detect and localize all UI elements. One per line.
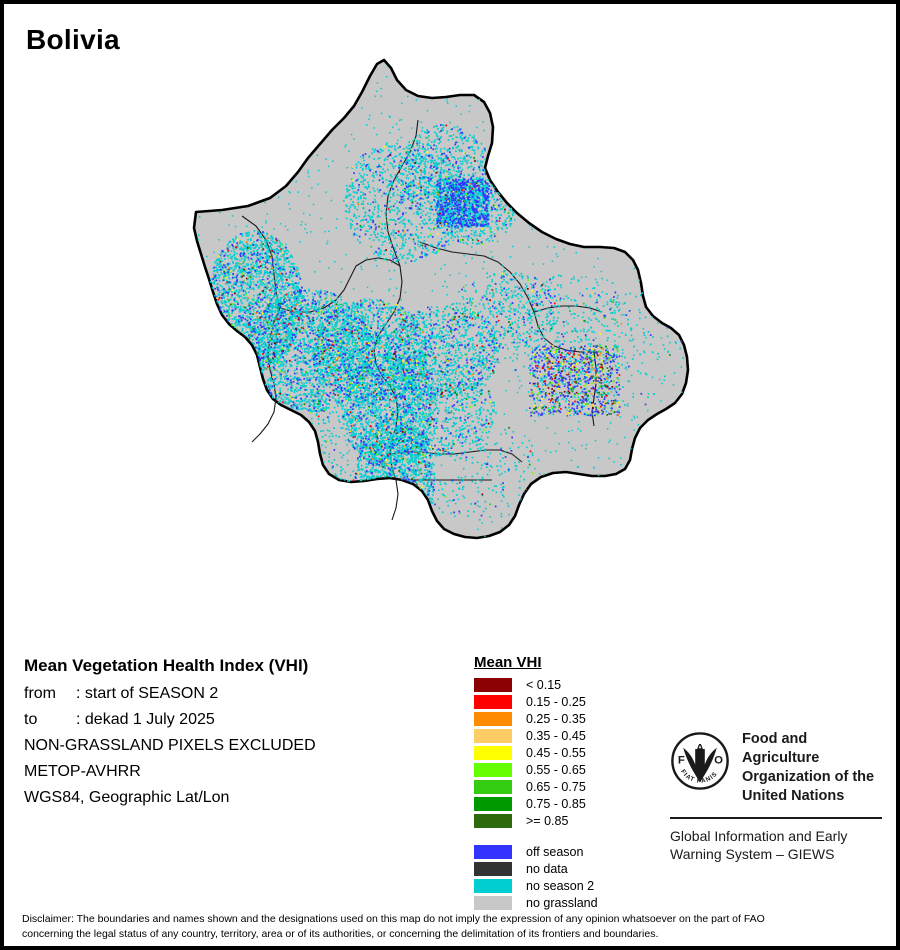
legend-special-row[interactable]: no season 2 [474, 878, 644, 894]
legend-special-label: no data [526, 862, 568, 876]
disclaimer: Disclaimer: The boundaries and names sho… [22, 912, 882, 942]
legend: Mean VHI < 0.15 0.15 - 0.25 0.25 - 0.35 0.3… [474, 654, 644, 912]
giews-system-name: Global Information and Early Warning Sys… [670, 827, 886, 865]
legend-class-row[interactable]: >= 0.85 [474, 813, 644, 829]
legend-class-swatch [474, 780, 512, 794]
info-title: Mean Vegetation Health Index (VHI) [24, 656, 309, 675]
legend-special-list: off season no data no season 2 no grassland [474, 844, 644, 911]
legend-class-swatch [474, 695, 512, 709]
pixels-vhi-classes [211, 124, 671, 506]
legend-special-swatch [474, 879, 512, 893]
page-title: Bolivia [26, 24, 120, 55]
legend-class-list: < 0.15 0.15 - 0.25 0.25 - 0.35 0.35 - 0.45 0… [474, 677, 644, 829]
disclaimer-line-2: concerning the legal status of any count… [22, 927, 659, 940]
info-row-to: to : dekad 1 July 2025 [24, 711, 454, 729]
vhi-pixel-layer [197, 65, 684, 538]
legend-class-swatch [474, 729, 512, 743]
giews-line-1: Global Information and Early [670, 827, 848, 844]
fao-name-line-1: Food and Agriculture [742, 731, 820, 767]
legend-class-swatch [474, 678, 512, 692]
pixels-off-season [212, 124, 682, 517]
legend-class-label: 0.35 - 0.45 [526, 729, 586, 743]
legend-spacer [474, 830, 644, 844]
legend-special-swatch [474, 862, 512, 876]
legend-special-label: off season [526, 845, 584, 859]
info-to-key: to [24, 711, 38, 728]
disclaimer-line-1: Disclaimer: The boundaries and names sho… [22, 913, 765, 925]
map-canvas[interactable] [144, 50, 784, 630]
legend-class-label: 0.65 - 0.75 [526, 780, 586, 794]
national-boundary [192, 58, 690, 540]
legend-class-label: 0.25 - 0.35 [526, 712, 586, 726]
legend-special-label: no grassland [526, 896, 598, 910]
fao-name-line-2: Organization of the [742, 769, 875, 786]
legend-class-swatch [474, 814, 512, 828]
legend-special-row[interactable]: no grassland [474, 895, 644, 911]
bolivia-map-svg [192, 58, 690, 540]
legend-class-row[interactable]: 0.75 - 0.85 [474, 796, 644, 812]
legend-class-swatch [474, 797, 512, 811]
fao-organization-name: Food and Agriculture Organization of the… [742, 730, 886, 807]
legend-class-label: 0.45 - 0.55 [526, 746, 586, 760]
fao-header: A F O FIAT PANIS Food and Agriculture Or… [670, 730, 886, 807]
giews-line-2: Warning System – GIEWS [670, 846, 835, 863]
legend-class-label: 0.15 - 0.25 [526, 695, 586, 709]
legend-class-row[interactable]: 0.15 - 0.25 [474, 694, 644, 710]
legend-class-swatch [474, 712, 512, 726]
legend-class-label: < 0.15 [526, 678, 562, 692]
legend-special-row[interactable]: no data [474, 861, 644, 877]
legend-special-row[interactable]: off season [474, 844, 644, 860]
legend-class-row[interactable]: 0.45 - 0.55 [474, 745, 644, 761]
legend-class-label: 0.55 - 0.65 [526, 763, 586, 777]
legend-class-row[interactable]: 0.35 - 0.45 [474, 728, 644, 744]
legend-class-row[interactable]: 0.55 - 0.65 [474, 762, 644, 778]
info-sensor: METOP-AVHRR [24, 763, 141, 780]
legend-class-swatch [474, 763, 512, 777]
fao-divider [670, 816, 882, 819]
legend-special-swatch [474, 896, 512, 910]
fao-logo-icon: A F O FIAT PANIS [671, 732, 729, 790]
legend-class-row[interactable]: < 0.15 [474, 677, 644, 693]
info-projection: WGS84, Geographic Lat/Lon [24, 789, 230, 806]
fao-name-line-3: United Nations [742, 788, 845, 805]
legend-special-swatch [474, 845, 512, 859]
info-from-value: : start of SEASON 2 [76, 685, 219, 702]
legend-class-row[interactable]: 0.25 - 0.35 [474, 711, 644, 727]
legend-class-label: >= 0.85 [526, 814, 569, 828]
fao-branding: A F O FIAT PANIS Food and Agriculture Or… [670, 730, 886, 864]
legend-class-label: 0.75 - 0.85 [526, 797, 586, 811]
legend-class-row[interactable]: 0.65 - 0.75 [474, 779, 644, 795]
map-info-block: Mean Vegetation Health Index (VHI) from:… [24, 656, 454, 815]
legend-title: Mean VHI [474, 654, 542, 671]
info-from-key: from [24, 685, 56, 702]
legend-class-swatch [474, 746, 512, 760]
info-row-from: from : start of SEASON 2 [24, 685, 454, 703]
legend-special-label: no season 2 [526, 879, 595, 893]
info-exclusion: NON-GRASSLAND PIXELS EXCLUDED [24, 737, 316, 754]
country-landmass [192, 58, 690, 540]
info-to-value: : dekad 1 July 2025 [76, 711, 215, 728]
